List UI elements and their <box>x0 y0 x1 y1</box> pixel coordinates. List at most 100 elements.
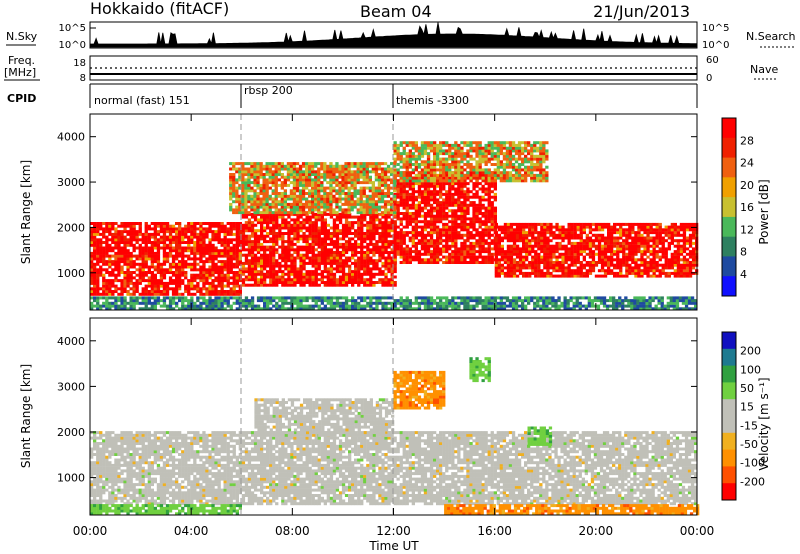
cell <box>351 281 355 284</box>
cell <box>93 262 97 266</box>
cell <box>655 250 659 254</box>
cell <box>372 215 376 219</box>
cell <box>99 232 103 236</box>
cell <box>411 236 415 240</box>
cell <box>326 197 330 201</box>
cell <box>494 250 498 254</box>
cell <box>399 222 403 226</box>
cell <box>123 243 127 247</box>
cell <box>484 182 488 186</box>
cell <box>525 231 529 235</box>
cell <box>329 281 334 284</box>
cell <box>348 281 352 284</box>
cell <box>311 167 315 171</box>
cell <box>619 222 623 226</box>
cell <box>317 189 321 193</box>
cell <box>323 234 327 238</box>
cell <box>190 232 194 236</box>
cell <box>643 228 647 232</box>
cell <box>500 228 504 232</box>
cell <box>426 190 431 194</box>
cell <box>260 259 264 263</box>
cell <box>329 215 334 219</box>
cell <box>688 228 693 232</box>
cell <box>597 239 602 243</box>
cell <box>484 233 488 237</box>
cell <box>181 260 185 264</box>
cell <box>311 183 315 187</box>
cell <box>348 232 352 235</box>
cell <box>619 261 623 264</box>
cell <box>96 290 100 293</box>
cell <box>676 228 681 232</box>
cell <box>165 227 170 231</box>
cell <box>408 184 412 188</box>
cell <box>537 252 541 256</box>
cell <box>594 263 599 267</box>
cell <box>178 262 182 266</box>
cell <box>238 183 242 187</box>
cell <box>320 256 324 260</box>
cell <box>451 182 455 186</box>
cell <box>497 236 501 240</box>
cell <box>664 271 668 275</box>
cell <box>433 250 437 254</box>
cell <box>411 206 415 210</box>
cell <box>144 260 148 264</box>
cell <box>561 271 565 275</box>
cell <box>399 247 403 251</box>
cell <box>301 173 306 176</box>
cell <box>610 241 614 245</box>
cell <box>439 236 443 240</box>
cell <box>235 257 239 261</box>
cell <box>263 245 267 249</box>
cell <box>661 269 665 273</box>
cell <box>387 221 391 225</box>
cell <box>664 255 668 259</box>
cell <box>673 261 677 264</box>
cell <box>634 261 638 264</box>
cell <box>220 281 224 285</box>
cell <box>600 239 605 243</box>
cell <box>208 230 212 234</box>
cell <box>266 240 270 244</box>
cell <box>259 205 263 209</box>
cell <box>168 243 173 247</box>
cell <box>344 192 348 195</box>
cell <box>123 224 127 228</box>
cell <box>463 233 467 237</box>
cell <box>202 254 206 258</box>
cell <box>460 236 464 240</box>
cell <box>159 268 164 272</box>
cell <box>433 209 437 213</box>
cell <box>281 259 285 263</box>
cell <box>667 266 671 270</box>
cell <box>445 214 449 218</box>
cell <box>506 263 511 267</box>
cell <box>393 281 397 284</box>
cell <box>241 205 245 209</box>
cell <box>260 253 264 257</box>
cell <box>289 162 294 166</box>
cell <box>600 263 605 267</box>
cell <box>402 217 406 221</box>
cell <box>335 205 339 209</box>
cell <box>286 178 291 182</box>
cell <box>278 229 282 233</box>
cell <box>305 175 309 179</box>
cell <box>454 231 458 235</box>
cell <box>442 187 446 191</box>
cell <box>162 227 167 231</box>
cell <box>597 233 602 237</box>
cell <box>402 206 406 210</box>
cell <box>442 244 446 248</box>
cell <box>688 233 693 237</box>
cell <box>120 254 124 258</box>
cell <box>484 217 488 221</box>
cell <box>150 281 154 285</box>
cell <box>280 164 284 168</box>
cell <box>96 227 100 231</box>
cell <box>423 173 428 177</box>
cell <box>344 164 348 168</box>
cell <box>111 227 115 231</box>
